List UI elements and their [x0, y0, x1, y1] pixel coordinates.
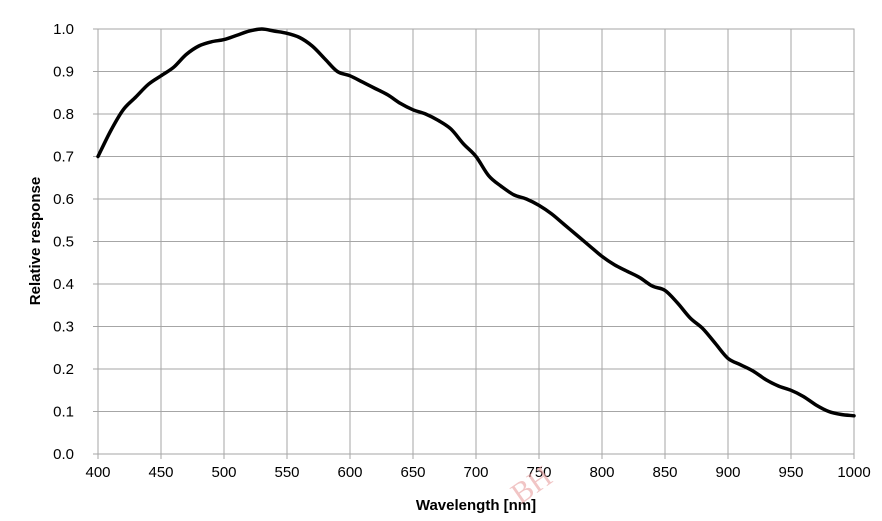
- x-axis-ticks: 400 450 500 550 600 650 700 750 800 850 900 950 1000: [85, 464, 870, 481]
- x-tick-label: 950: [778, 464, 803, 481]
- x-tick-label: 400: [85, 464, 110, 481]
- y-tick-label: 0.0: [53, 446, 74, 463]
- y-axis-title: Relative response: [27, 177, 44, 305]
- y-tick-label: 1.0: [53, 21, 74, 38]
- y-tick-label: 0.8: [53, 106, 74, 123]
- y-tick-label: 0.5: [53, 234, 74, 251]
- x-tick-label: 1000: [837, 464, 870, 481]
- plot-area-frame: [97, 28, 855, 455]
- x-tick-label: 900: [715, 464, 740, 481]
- series-line-relative-response: [96, 27, 856, 418]
- x-tick-label: 800: [589, 464, 614, 481]
- y-tick-label: 0.7: [53, 149, 74, 166]
- x-tick-label: 850: [652, 464, 677, 481]
- y-tick-label: 0.1: [53, 404, 74, 421]
- y-tick-label: 0.6: [53, 191, 74, 208]
- x-tick-label: 750: [526, 464, 551, 481]
- y-tick-label: 0.9: [53, 64, 74, 81]
- grid: [93, 28, 855, 459]
- y-tick-label: 0.3: [53, 319, 74, 336]
- x-tick-label: 700: [463, 464, 488, 481]
- x-tick-label: 650: [400, 464, 425, 481]
- y-tick-label: 0.4: [53, 276, 74, 293]
- x-tick-label: 550: [274, 464, 299, 481]
- y-axis-ticks: 0.0 0.1 0.2 0.3 0.4 0.5 0.6 0.7 0.8 0.9 1.0: [53, 21, 74, 463]
- x-tick-label: 500: [211, 464, 236, 481]
- x-tick-label: 600: [337, 464, 362, 481]
- x-tick-label: 450: [148, 464, 173, 481]
- x-axis-title: Wavelength [nm]: [416, 497, 536, 514]
- y-tick-label: 0.2: [53, 361, 74, 378]
